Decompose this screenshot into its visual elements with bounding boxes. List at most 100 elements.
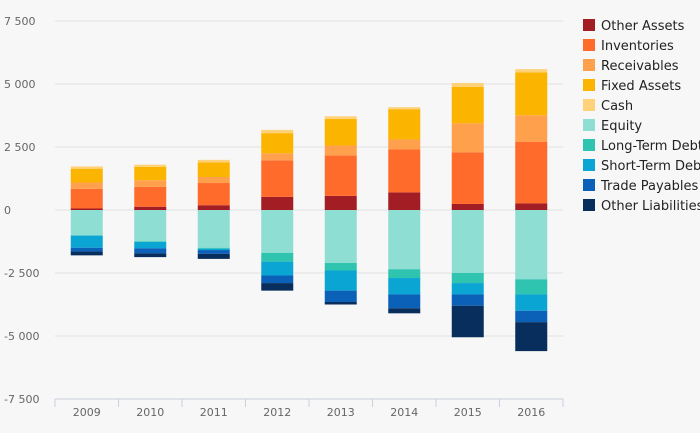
bar-other-liabilities bbox=[70, 251, 103, 256]
bar-trade-payables bbox=[134, 248, 167, 254]
bar-short-term-debt bbox=[261, 261, 294, 276]
bar-cash bbox=[197, 159, 230, 163]
bar-long-term-debt bbox=[515, 279, 548, 295]
bar-long-term-debt bbox=[261, 252, 294, 262]
bar-other-assets bbox=[515, 203, 548, 210]
bar-receivables bbox=[70, 182, 103, 189]
x-tick-label: 2015 bbox=[454, 406, 482, 419]
legend-swatch-cash bbox=[583, 99, 595, 111]
bar-receivables bbox=[261, 153, 294, 161]
x-tick-label: 2012 bbox=[263, 406, 291, 419]
bar-receivables bbox=[134, 180, 167, 187]
gridlines bbox=[55, 20, 563, 337]
legend-label-cash: Cash bbox=[601, 99, 633, 114]
legend-swatch-short-term-debt bbox=[583, 159, 595, 171]
bar-equity bbox=[197, 210, 230, 248]
legend-swatch-fixed-assets bbox=[583, 79, 595, 91]
bar-fixed-assets bbox=[70, 168, 103, 183]
x-tick-label: 2010 bbox=[136, 406, 164, 419]
legend-swatch-inventories bbox=[583, 39, 595, 51]
bar-cash bbox=[70, 166, 103, 169]
bar-inventories bbox=[70, 188, 103, 209]
bar-cash bbox=[324, 116, 357, 120]
bar-equity bbox=[388, 210, 421, 270]
bar-other-liabilities bbox=[261, 283, 294, 291]
legend-label-fixed-assets: Fixed Assets bbox=[601, 79, 681, 94]
legend-swatch-trade-payables bbox=[583, 179, 595, 191]
y-tick-label: 2 500 bbox=[4, 141, 36, 154]
bar-short-term-debt bbox=[197, 248, 230, 251]
bar-other-assets bbox=[197, 205, 230, 210]
bar-other-liabilities bbox=[134, 253, 167, 258]
y-tick-label: 7 500 bbox=[4, 15, 36, 28]
bar-long-term-debt bbox=[134, 241, 167, 243]
bar-other-assets bbox=[324, 195, 357, 210]
bar-other-assets bbox=[261, 196, 294, 210]
bar-equity bbox=[70, 210, 103, 236]
bar-long-term-debt bbox=[324, 262, 357, 271]
legend-swatch-other-assets bbox=[583, 19, 595, 31]
bars bbox=[70, 69, 548, 352]
bar-cash bbox=[388, 107, 421, 110]
x-tick-label: 2009 bbox=[73, 406, 101, 419]
x-tick-label: 2016 bbox=[517, 406, 545, 419]
bar-fixed-assets bbox=[388, 109, 421, 140]
bar-trade-payables bbox=[388, 294, 421, 309]
bar-fixed-assets bbox=[451, 86, 484, 124]
x-tick-label: 2014 bbox=[390, 406, 418, 419]
legend-swatch-long-term-debt bbox=[583, 139, 595, 151]
bar-fixed-assets bbox=[134, 166, 167, 181]
x-axis: 2009 2010 2011 2012 2013 2014 2015 2016 bbox=[54, 398, 564, 419]
y-tick-label: 5 000 bbox=[4, 78, 36, 91]
bar-long-term-debt bbox=[388, 269, 421, 279]
legend-label-trade-payables: Trade Payables bbox=[600, 179, 698, 194]
bar-short-term-debt bbox=[134, 242, 167, 249]
legend-swatch-equity bbox=[583, 119, 595, 131]
bar-fixed-assets bbox=[324, 119, 357, 146]
bar-trade-payables bbox=[324, 290, 357, 302]
bar-receivables bbox=[388, 139, 421, 150]
y-axis: 7 500 5 000 2 500 0 -2 500 -5 000 -7 500 bbox=[4, 15, 39, 406]
bar-receivables bbox=[451, 123, 484, 153]
bar-inventories bbox=[388, 149, 421, 193]
bar-inventories bbox=[197, 183, 230, 206]
bar-trade-payables bbox=[515, 310, 548, 323]
bar-other-liabilities bbox=[388, 308, 421, 314]
bar-receivables bbox=[197, 176, 230, 184]
legend-label-long-term-debt: Long-Term Debt bbox=[601, 139, 700, 154]
bar-long-term-debt bbox=[451, 273, 484, 284]
y-tick-label: -7 500 bbox=[4, 393, 39, 406]
bar-other-liabilities bbox=[515, 322, 548, 352]
legend-label-other-liabilities: Other Liabilities bbox=[601, 199, 700, 214]
bar-inventories bbox=[134, 186, 167, 207]
bar-equity bbox=[261, 210, 294, 253]
y-tick-label: -5 000 bbox=[4, 330, 39, 343]
bar-inventories bbox=[515, 141, 548, 204]
bar-fixed-assets bbox=[197, 162, 230, 177]
bar-other-assets bbox=[451, 203, 484, 210]
bar-inventories bbox=[324, 155, 357, 196]
bar-other-liabilities bbox=[324, 301, 357, 305]
bar-trade-payables bbox=[451, 294, 484, 306]
legend-label-inventories: Inventories bbox=[601, 39, 674, 54]
bar-equity bbox=[324, 210, 357, 263]
bar-inventories bbox=[261, 160, 294, 197]
bar-equity bbox=[134, 210, 167, 242]
bar-cash bbox=[134, 164, 167, 167]
bar-short-term-debt bbox=[70, 235, 103, 248]
bar-inventories bbox=[451, 152, 484, 204]
bar-long-term-debt bbox=[70, 235, 103, 236]
bar-trade-payables bbox=[261, 275, 294, 284]
bar-equity bbox=[451, 210, 484, 273]
legend-label-short-term-debt: Short-Term Debt bbox=[601, 159, 700, 174]
legend-label-other-assets: Other Assets bbox=[601, 19, 685, 34]
legend-label-equity: Equity bbox=[601, 119, 642, 134]
bar-short-term-debt bbox=[451, 283, 484, 295]
bar-other-assets bbox=[134, 206, 167, 210]
y-tick-label: -2 500 bbox=[4, 267, 39, 280]
bar-equity bbox=[515, 210, 548, 280]
bar-other-liabilities bbox=[451, 305, 484, 338]
legend: Other Assets Inventories Receivables Fixed … bbox=[583, 19, 700, 214]
bar-cash bbox=[451, 82, 484, 87]
